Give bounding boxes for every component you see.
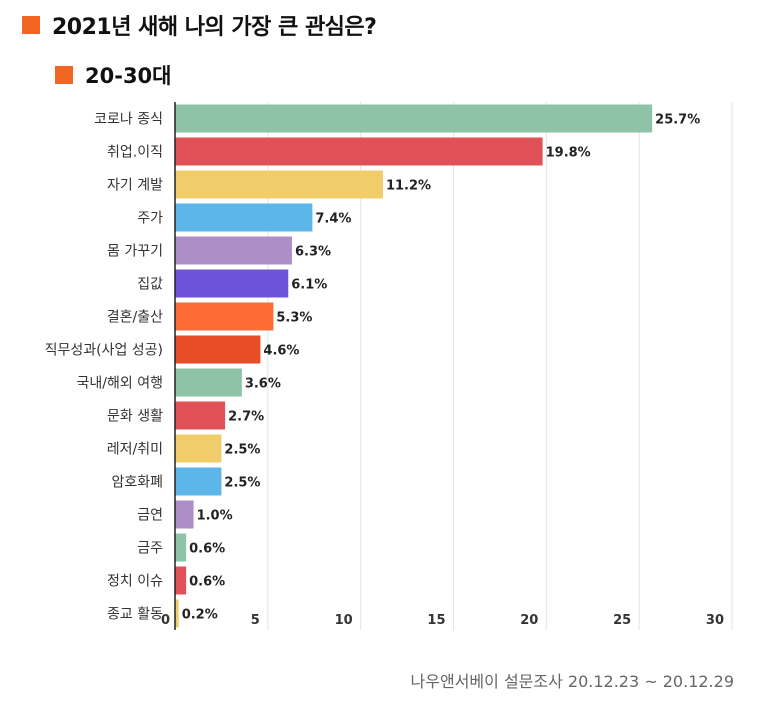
bar [175, 203, 313, 232]
category-label: 국내/해외 여행 [77, 376, 163, 392]
category-label: 몸 가꾸기 [107, 244, 163, 260]
data-label: 0.2% [182, 608, 218, 623]
data-label: 4.6% [263, 344, 299, 359]
category-label: 취업.이직 [107, 145, 163, 161]
x-tick-label: 5 [251, 613, 260, 628]
bar [175, 104, 653, 133]
title-marker-icon [22, 16, 40, 34]
category-label: 주가 [137, 211, 163, 227]
chart-title: 2021년 새해 나의 가장 큰 관심은? [22, 10, 377, 40]
x-tick-label: 10 [335, 613, 353, 628]
category-label: 자기 계발 [107, 178, 163, 194]
bar [175, 599, 179, 628]
bar [175, 566, 187, 595]
data-label: 1.0% [197, 509, 233, 524]
data-label: 2.5% [224, 443, 260, 458]
bar [175, 533, 187, 562]
bar [175, 137, 543, 166]
category-label: 집값 [137, 277, 163, 293]
category-label: 정치 이슈 [107, 574, 163, 590]
category-label: 결혼/출산 [107, 310, 163, 326]
x-tick-label: 15 [427, 613, 445, 628]
bar [175, 401, 226, 430]
data-label: 2.7% [228, 410, 264, 425]
x-tick-label: 20 [520, 613, 538, 628]
bar [175, 170, 383, 199]
bar [175, 434, 222, 463]
chart-subtitle-text: 20-30대 [85, 64, 172, 88]
bar [175, 269, 289, 298]
data-label: 11.2% [386, 179, 431, 194]
bar [175, 368, 242, 397]
data-label: 2.5% [224, 476, 260, 491]
data-label: 25.7% [655, 113, 700, 128]
data-label: 0.6% [189, 542, 225, 557]
category-label: 코로나 종식 [94, 112, 163, 128]
bar [175, 500, 194, 529]
category-label: 직무성과(사업 성공) [45, 343, 163, 359]
category-label: 금주 [137, 541, 163, 557]
bar [175, 467, 222, 496]
category-label: 문화 생활 [107, 409, 163, 425]
category-label: 레저/취미 [107, 442, 163, 458]
data-label: 7.4% [315, 212, 351, 227]
x-tick-label: 0 [161, 613, 170, 628]
category-label: 금연 [137, 508, 163, 524]
data-label: 6.3% [295, 245, 331, 260]
category-label: 암호화폐 [111, 475, 163, 491]
x-tick-label: 30 [706, 613, 724, 628]
data-label: 0.6% [189, 575, 225, 590]
data-label: 19.8% [546, 146, 591, 161]
category-label: 종교 활동 [107, 607, 163, 623]
subtitle-marker-icon [55, 66, 73, 84]
chart-title-text: 2021년 새해 나의 가장 큰 관심은? [52, 15, 377, 40]
x-tick-label: 25 [613, 613, 631, 628]
data-label: 3.6% [245, 377, 281, 392]
data-label: 5.3% [276, 311, 312, 326]
source-note: 나우앤서베이 설문조사 20.12.23 ~ 20.12.29 [410, 672, 734, 691]
bar [175, 335, 261, 364]
chart-subtitle: 20-30대 [55, 60, 171, 90]
data-label: 6.1% [291, 278, 327, 293]
bar [175, 302, 274, 331]
bar [175, 236, 292, 265]
